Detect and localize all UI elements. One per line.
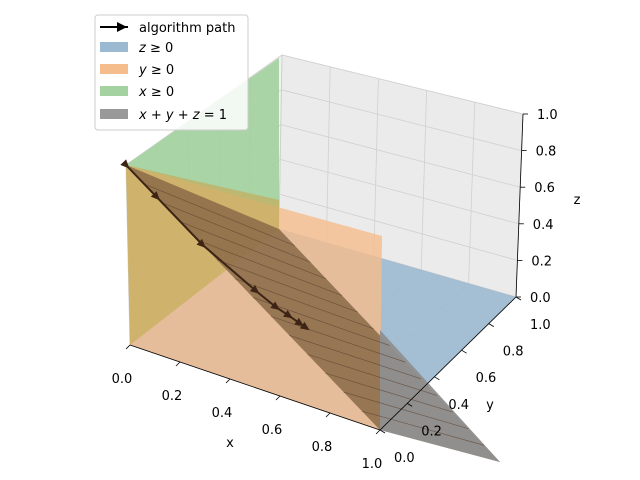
tick-mark <box>434 376 440 381</box>
path-marker <box>249 285 260 294</box>
tick-label: 0.0 <box>530 291 551 306</box>
legend-swatch <box>100 109 128 119</box>
tick-mark <box>515 296 522 301</box>
tick-label: 0.6 <box>534 181 555 196</box>
tick-label: 0.4 <box>212 406 233 421</box>
z-axis-line <box>515 113 524 298</box>
tick-mark <box>379 429 386 434</box>
tick-label: 0.6 <box>262 423 283 438</box>
region-simplex-plane-extension <box>380 330 500 462</box>
hatch-line <box>198 240 343 296</box>
legend-label: algorithm path <box>139 21 235 36</box>
tick-label: 1.0 <box>362 457 383 472</box>
tick-label: 0.4 <box>448 398 469 413</box>
grid-line <box>280 124 521 188</box>
z-axis-ticks: 0.0 0.2 0.4 0.6 0.8 1.0 <box>516 108 558 306</box>
tick-mark <box>375 429 381 435</box>
path-marker <box>299 321 310 331</box>
legend-marker-icon <box>117 22 127 32</box>
hatch-line <box>216 259 359 313</box>
hatch-line <box>289 335 422 380</box>
grid-line <box>326 66 331 243</box>
tick-label: 0.8 <box>536 145 557 160</box>
path-marker <box>270 301 280 311</box>
hatch-line <box>325 372 453 413</box>
path-marker <box>283 310 293 319</box>
path-marker <box>196 238 206 248</box>
legend-label: x ≥ 0 <box>138 85 174 100</box>
legend-entry-simplex-plane: x + y + z = 1 <box>100 108 227 123</box>
hatch-line <box>144 183 295 246</box>
region-y-nonneg-overlap <box>126 165 279 345</box>
legend-swatch <box>100 42 128 52</box>
simplex-plane-hatching <box>144 183 485 446</box>
grid-line <box>281 89 522 151</box>
tick-mark <box>125 344 131 350</box>
legend-entry-x-nonneg: x ≥ 0 <box>100 85 174 100</box>
grid-line <box>420 90 427 270</box>
legend-label: x + y + z = 1 <box>138 108 227 123</box>
legend-entry-algorithm-path: algorithm path <box>100 21 235 36</box>
path-marker <box>150 191 160 201</box>
tick-mark <box>175 361 181 367</box>
grid-line <box>373 78 379 257</box>
path-marker <box>120 159 130 169</box>
hatch-line <box>271 316 406 363</box>
tick-mark <box>225 378 231 384</box>
tick-label: 0.8 <box>312 440 333 455</box>
legend: algorithm path z ≥ 0 y ≥ 0 x ≥ 0 x + y +… <box>94 14 249 131</box>
x-axis-label: x <box>226 436 234 451</box>
tick-mark <box>461 349 467 354</box>
tick-label: 0.0 <box>394 451 415 466</box>
hatch-line <box>234 278 374 330</box>
tick-label: 0.2 <box>531 254 552 269</box>
hatch-line <box>343 391 469 430</box>
z-axis-label: z <box>574 193 581 208</box>
hatch-line <box>307 353 437 396</box>
tick-label: 0.2 <box>162 389 183 404</box>
tick-mark <box>488 323 495 327</box>
tick-label: 1.0 <box>537 108 558 123</box>
y-axis-label: y <box>486 398 494 413</box>
y-axis-ticks: 0.0 0.2 0.4 0.6 0.8 1.0 <box>379 296 551 466</box>
tick-label: 0.0 <box>112 372 133 387</box>
legend-frame <box>94 14 249 131</box>
tick-mark <box>275 395 281 401</box>
legend-swatch <box>100 86 128 96</box>
x-axis-ticks: 0.0 0.2 0.4 0.6 0.8 1.0 <box>112 344 383 472</box>
grid-line <box>281 54 524 115</box>
hatch-line <box>162 202 311 263</box>
tick-label: 0.8 <box>503 345 524 360</box>
hatch-line <box>180 221 327 280</box>
legend-label: y ≥ 0 <box>138 63 174 78</box>
tick-label: 0.6 <box>476 371 497 386</box>
hatch-line <box>361 410 485 446</box>
tick-mark <box>406 403 413 407</box>
y-axis-line <box>379 296 517 431</box>
algorithm-path-markers <box>120 159 310 331</box>
tick-label: 0.2 <box>421 424 442 439</box>
legend-entry-y-nonneg: y ≥ 0 <box>100 63 174 78</box>
legend-swatch <box>100 64 128 74</box>
tick-mark <box>325 412 331 418</box>
path-marker <box>294 317 304 327</box>
tick-label: 1.0 <box>530 318 551 333</box>
grid-line <box>279 193 518 261</box>
x-axis-line <box>129 344 381 431</box>
grid-line <box>468 102 476 284</box>
grid-line <box>278 54 283 230</box>
legend-entry-z-nonneg: z ≥ 0 <box>100 41 173 56</box>
grid-line <box>280 159 519 225</box>
legend-label: z ≥ 0 <box>138 41 173 56</box>
tick-label: 0.4 <box>533 218 554 233</box>
